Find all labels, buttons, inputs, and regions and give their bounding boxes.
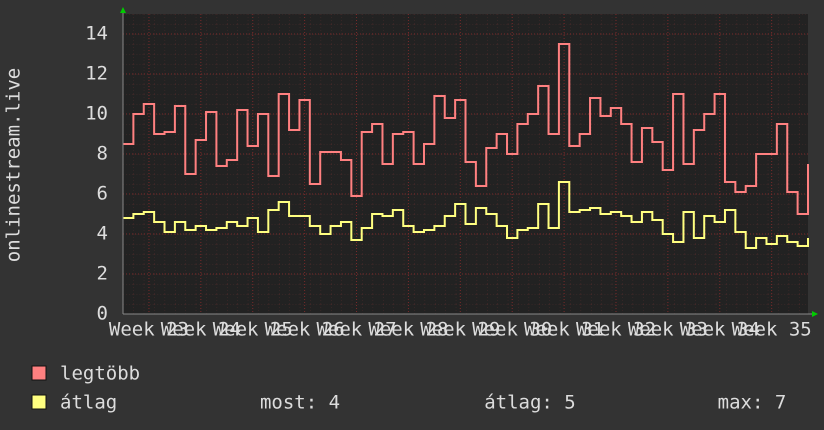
- x-tick-label: Week 26: [265, 319, 345, 341]
- y-tick-label: 6: [97, 183, 108, 205]
- x-tick-label: Week 35: [732, 319, 812, 341]
- x-tick-label: Week 28: [368, 319, 448, 341]
- x-tick-label: Week 30: [472, 319, 552, 341]
- y-arrow: [120, 7, 126, 13]
- x-tick-label: Week 24: [161, 319, 241, 341]
- x-tick-label: Week 23: [109, 319, 189, 341]
- minor-grid: [123, 14, 808, 314]
- legend-stat: most: 4: [260, 392, 340, 414]
- x-tick-label: Week 25: [213, 319, 293, 341]
- x-arrow: [812, 311, 818, 317]
- x-tick-label: Week 32: [576, 319, 656, 341]
- legend-label: legtöbb: [60, 363, 140, 385]
- y-tick-label: 4: [97, 223, 108, 245]
- y-tick-label: 8: [97, 143, 108, 165]
- y-axis-label: onlinestream.live: [3, 68, 25, 262]
- x-tick-label: Week 34: [680, 319, 760, 341]
- y-tick-label: 0: [97, 303, 108, 325]
- legend-swatch: [31, 394, 47, 410]
- y-tick-label: 10: [85, 103, 108, 125]
- legend-label: átlag: [60, 392, 117, 414]
- plot: [123, 14, 809, 315]
- legend-stat: max: 7: [718, 392, 787, 414]
- series-line: [123, 43, 809, 215]
- x-tick-label: Week 33: [628, 319, 708, 341]
- y-tick-label: 2: [97, 263, 108, 285]
- legend-swatch: [31, 365, 47, 381]
- legend-stat: átlag: 5: [484, 392, 576, 414]
- y-tick-label: 14: [85, 23, 108, 45]
- y-tick-label: 12: [85, 63, 108, 85]
- x-tick-label: Week 29: [420, 319, 500, 341]
- x-tick-label: Week 31: [524, 319, 604, 341]
- series-line: [123, 181, 809, 249]
- legend: legtöbb átlag most: 4 átlag: 5 max: 7: [31, 363, 787, 414]
- x-tick-label: Week 27: [316, 319, 396, 341]
